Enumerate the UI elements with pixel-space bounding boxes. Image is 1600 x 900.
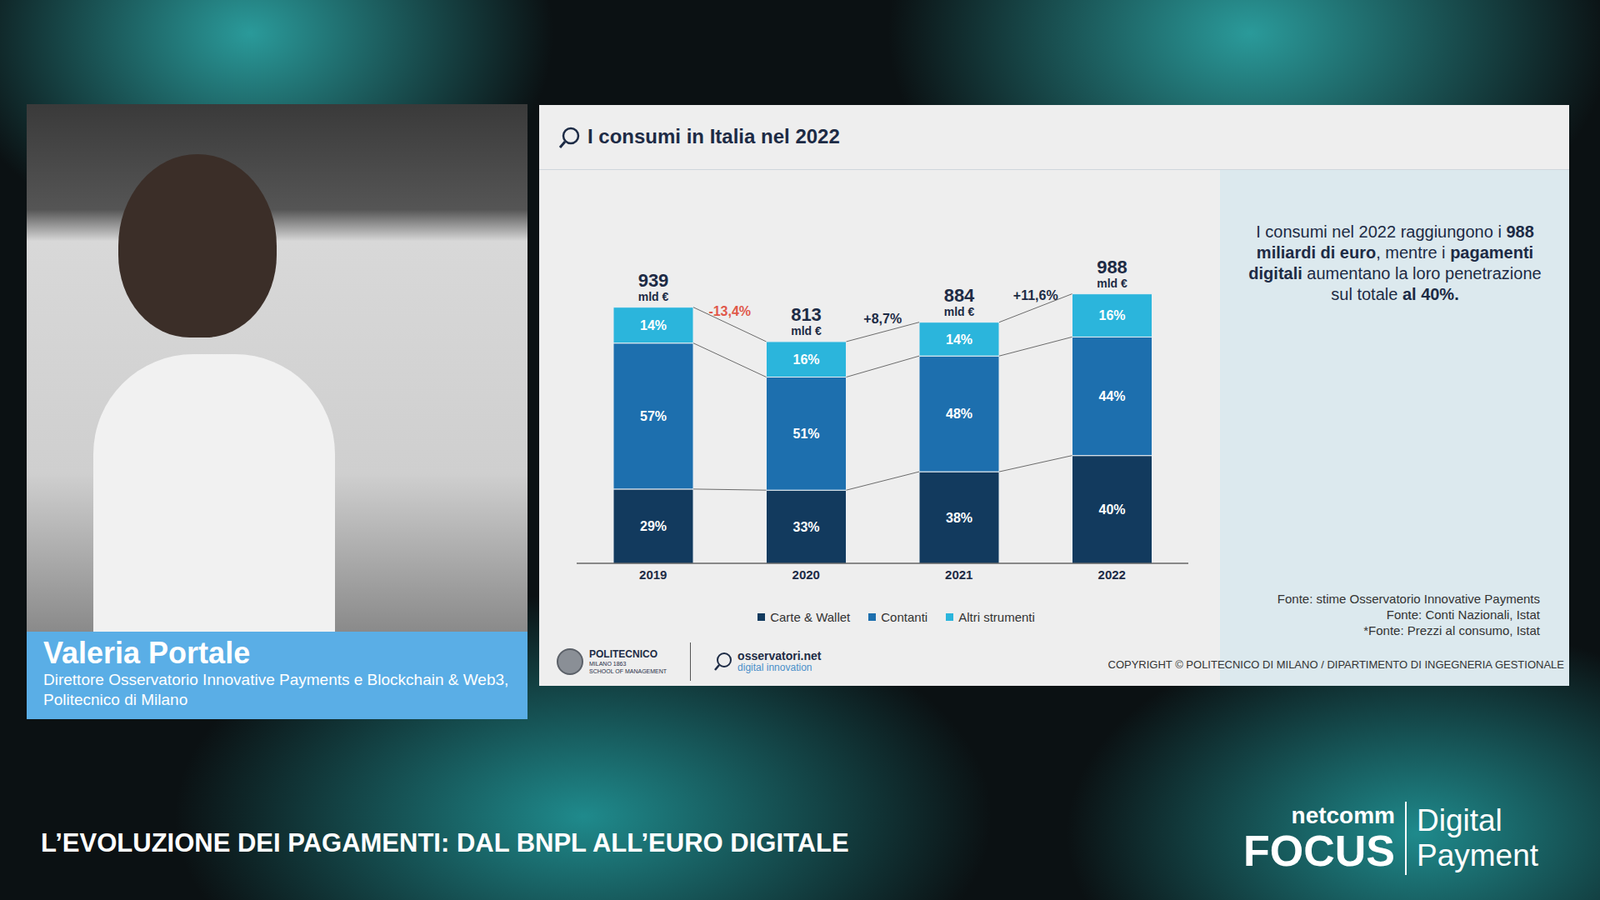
- html-text:Direttore Osservatorio Innovat: Direttore Osservatorio Innovative Paymen…: [43, 670, 509, 709]
- svg-text:2019: 2019: [639, 567, 667, 582]
- svg-text:40%: 40%: [1098, 502, 1125, 517]
- html-text:osservatori.net: osservatori.net: [737, 649, 822, 663]
- html-text:Digital: Digital: [1416, 803, 1503, 838]
- html-text:Fonte: stime Osservatorio Inno: Fonte: stime Osservatorio Innovative Pay…: [1277, 591, 1540, 606]
- svg-text:16%: 16%: [1098, 308, 1125, 323]
- svg-text:2021: 2021: [945, 567, 973, 582]
- html-text:Carte & Wallet: Carte & Wallet: [770, 610, 851, 625]
- html-text:digital innovation: digital innovation: [737, 661, 813, 674]
- svg-text:16%: 16%: [792, 352, 820, 367]
- svg-text:51%: 51%: [792, 426, 820, 441]
- html-text:Payment: Payment: [1416, 838, 1539, 873]
- svg-text:mld €: mld €: [1096, 276, 1128, 290]
- html-text:Valeria Portale: Valeria Portale: [43, 635, 251, 670]
- html-text:Contanti: Contanti: [881, 610, 928, 625]
- html-text:*Fonte: Prezzi al consumo, Ist: *Fonte: Prezzi al consumo, Istat: [1363, 623, 1540, 638]
- html-text:FOCUS: FOCUS: [1243, 826, 1395, 875]
- html-text:Altri strumenti: Altri strumenti: [958, 610, 1035, 625]
- svg-text:14%: 14%: [945, 332, 973, 347]
- html-text:I consumi in Italia nel 2022: I consumi in Italia nel 2022: [587, 125, 840, 148]
- svg-text:33%: 33%: [792, 520, 820, 535]
- html-text:I consumi nel 2022 raggiungono: I consumi nel 2022 raggiungono i 988 mil…: [1248, 222, 1542, 304]
- svg-text:2020: 2020: [792, 567, 820, 582]
- html-text:MILANO 1863: MILANO 1863: [589, 660, 627, 667]
- svg-text:44%: 44%: [1098, 389, 1125, 404]
- svg-text:48%: 48%: [945, 406, 973, 421]
- svg-text:57%: 57%: [640, 409, 667, 424]
- html-text:POLITECNICO: POLITECNICO: [589, 647, 658, 660]
- html-text:COPYRIGHT © POLITECNICO DI MIL: COPYRIGHT © POLITECNICO DI MILANO / DIPA…: [1107, 658, 1565, 671]
- html-text:L’EVOLUZIONE DEI PAGAMENTI: DA: L’EVOLUZIONE DEI PAGAMENTI: DAL BNPL ALL…: [40, 828, 849, 858]
- html-text:Fonte: Conti Nazionali, Istat: Fonte: Conti Nazionali, Istat: [1386, 607, 1540, 622]
- svg-text:mld €: mld €: [638, 290, 670, 304]
- svg-text:939: 939: [638, 270, 670, 291]
- svg-text:884: 884: [944, 285, 975, 306]
- svg-text:29%: 29%: [640, 519, 667, 534]
- svg-text:813: 813: [790, 304, 822, 325]
- svg-text:-13,4%: -13,4%: [708, 304, 751, 319]
- svg-text:14%: 14%: [640, 318, 667, 333]
- svg-text:2022: 2022: [1098, 567, 1126, 582]
- html-text:netcomm: netcomm: [1291, 802, 1395, 829]
- html-text:SCHOOL OF MANAGEMENT: SCHOOL OF MANAGEMENT: [589, 667, 667, 674]
- svg-text:mld €: mld €: [944, 305, 975, 319]
- svg-text:+11,6%: +11,6%: [1013, 288, 1059, 303]
- svg-text:38%: 38%: [945, 510, 973, 525]
- svg-text:+8,7%: +8,7%: [863, 311, 902, 326]
- svg-text:988: 988: [1096, 256, 1128, 278]
- svg-text:mld €: mld €: [790, 324, 822, 338]
